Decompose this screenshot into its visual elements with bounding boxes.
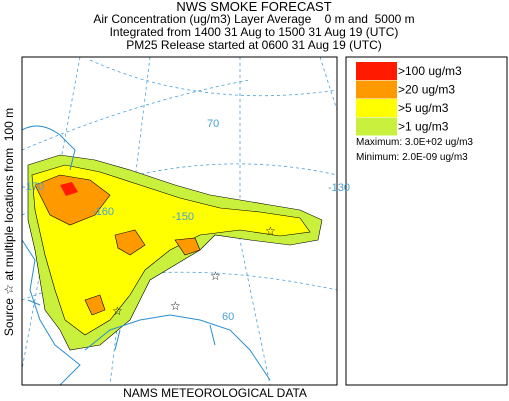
legend-swatch bbox=[356, 117, 397, 136]
legend-label: >20 ug/m3 bbox=[398, 83, 455, 97]
graticule-label: -170 bbox=[22, 181, 44, 193]
svg-text:☆: ☆ bbox=[112, 304, 123, 318]
svg-text:☆: ☆ bbox=[210, 269, 221, 283]
graticule-label: -150 bbox=[172, 211, 194, 223]
legend-swatch bbox=[356, 62, 397, 80]
footer: NAMS METEOROLOGICAL DATA bbox=[123, 386, 307, 400]
svg-text:☆: ☆ bbox=[265, 224, 276, 238]
legend-label: >100 ug/m3 bbox=[398, 64, 462, 78]
subtitle: PM25 Release started at 0600 31 Aug 19 (… bbox=[126, 38, 381, 52]
subtitle: Air Concentration (ug/m3) Layer Average … bbox=[93, 12, 414, 26]
map: ☆ ☆ ☆ ☆ bbox=[22, 57, 337, 385]
svg-text:☆: ☆ bbox=[170, 299, 181, 313]
graticule-label: -160 bbox=[92, 206, 114, 218]
legend-swatch bbox=[356, 80, 397, 99]
legend-frame bbox=[345, 56, 508, 386]
side-label: Source ☆ at multiple locations from 100 … bbox=[2, 108, 16, 336]
title: NWS SMOKE FORECAST bbox=[176, 0, 331, 14]
legend-label: >1 ug/m3 bbox=[398, 120, 449, 134]
maximum: Maximum: 3.0E+02 ug/m3 bbox=[356, 137, 473, 148]
graticule-label: 70 bbox=[207, 118, 219, 130]
source-stars: ☆ ☆ ☆ ☆ bbox=[112, 224, 276, 318]
graticule-label: -130 bbox=[328, 182, 350, 194]
graticule-label: 60 bbox=[222, 311, 234, 323]
legend-label: >5 ug/m3 bbox=[398, 101, 449, 115]
subtitle: Integrated from 1400 31 Aug to 1500 31 A… bbox=[110, 25, 399, 39]
legend-swatch bbox=[356, 99, 397, 117]
minimum: Minimum: 2.0E-09 ug/m3 bbox=[356, 152, 468, 163]
map-frame bbox=[21, 56, 338, 386]
